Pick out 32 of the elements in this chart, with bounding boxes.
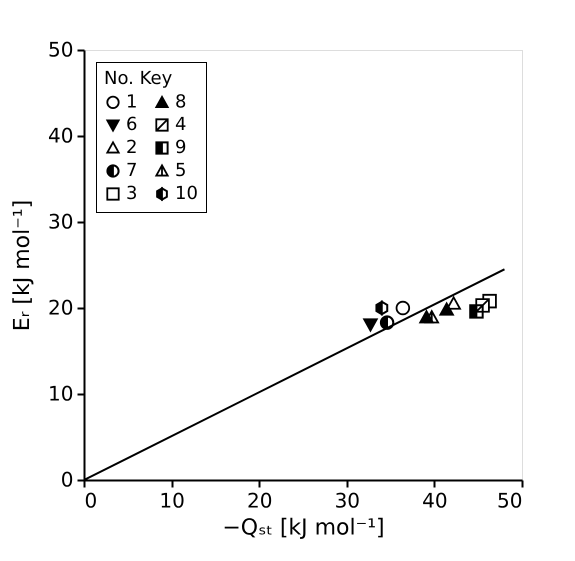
x-tick-label: 0 [84,488,98,512]
x-tick-label: 20 [246,488,272,512]
y-tick-label: 40 [48,124,74,148]
legend-label: 2 [126,137,138,158]
legend-label: 3 [126,183,138,204]
legend-label: 6 [126,114,138,135]
x-tick-label: 40 [422,488,448,512]
legend-label: 1 [126,91,138,112]
x-axis-title: −Qₛₜ [kJ mol⁻¹] [222,516,385,540]
x-tick-label: 30 [334,488,360,512]
point [469,304,484,319]
y-tick-label: 50 [48,38,74,62]
legend-label: 8 [175,92,186,112]
y-tick-label: 0 [60,468,74,492]
legend-title: No. Key [104,68,173,89]
legend-label: 7 [126,160,138,181]
point [439,302,454,316]
y-tick-label: 10 [48,382,74,406]
point [396,300,410,316]
legend-label: 4 [175,114,186,135]
y-tick-label: 30 [48,210,74,234]
legend-label: 9 [175,137,186,158]
point [363,318,378,332]
point [375,300,388,316]
x-tick-label: 50 [497,488,522,512]
y-tick-label: 20 [48,296,74,320]
x-tick-label: 10 [159,488,185,512]
point [380,315,394,330]
legend-label: 5 [175,160,186,181]
y-axis-title: Eᵣ [kJ mol⁻¹] [10,200,36,332]
legend-label: 10 [175,183,198,204]
point [419,310,434,324]
